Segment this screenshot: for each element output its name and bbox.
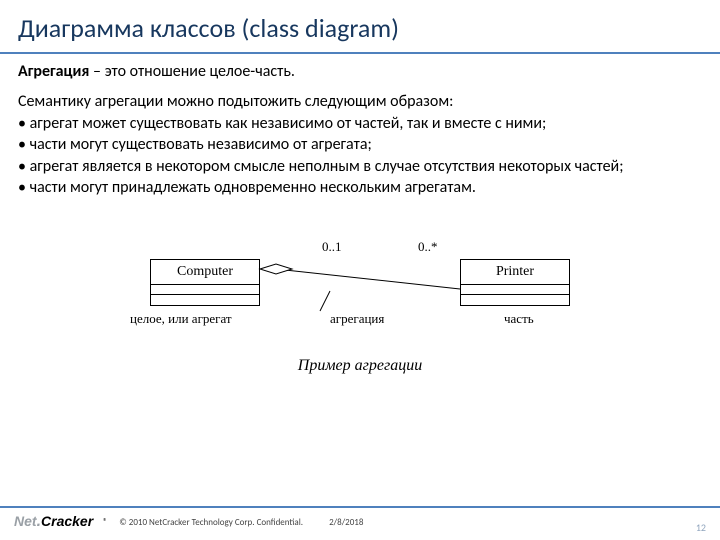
multiplicity-right: 0..* bbox=[418, 239, 438, 255]
class-name-left: Computer bbox=[151, 260, 259, 285]
body-bullet-2: • части могут существовать независимо от… bbox=[18, 134, 702, 156]
class-box-computer: Computer bbox=[150, 259, 260, 306]
body-intro: Семантику агрегации можно подытожить сле… bbox=[18, 91, 702, 113]
body-bullet-3: • агрегат является в некотором смысле не… bbox=[18, 156, 702, 178]
role-label-right: часть bbox=[504, 311, 534, 327]
registered-mark: ® bbox=[103, 517, 107, 527]
slide-title: Диаграмма классов (class diagram) bbox=[0, 0, 720, 52]
body-text: Семантику агрегации можно подытожить сле… bbox=[18, 91, 702, 199]
copyright: © 2010 NetCracker Technology Corp. Confi… bbox=[119, 517, 303, 528]
body-bullet-1: • агрегат может существовать как независ… bbox=[18, 113, 702, 135]
body-bullet-4: • части могут принадлежать одновременно … bbox=[18, 177, 702, 199]
definition-line: Агрегация – это отношение целое-часть. bbox=[18, 62, 702, 81]
footer-rule bbox=[0, 506, 720, 508]
diagram-caption: Пример агрегации bbox=[130, 357, 590, 375]
logo: Net.Cracker bbox=[14, 513, 93, 531]
content-area: Агрегация – это отношение целое-часть. С… bbox=[0, 62, 720, 399]
multiplicity-left: 0..1 bbox=[322, 239, 342, 255]
page-number: 12 bbox=[696, 521, 706, 534]
class-op-left bbox=[151, 295, 259, 305]
class-box-printer: Printer bbox=[460, 259, 570, 306]
footer-date: 2/8/2018 bbox=[329, 517, 363, 528]
class-attr-left bbox=[151, 285, 259, 295]
class-op-right bbox=[461, 295, 569, 305]
footer: Net.Cracker ® © 2010 NetCracker Technolo… bbox=[0, 510, 720, 534]
role-label-left: целое, или агрегат bbox=[130, 311, 232, 327]
role-label-mid: агрегация bbox=[330, 311, 384, 327]
aggregation-diagram: 0..1 0..* Computer Printer целое, или аг… bbox=[130, 239, 590, 399]
definition-term: Агрегация bbox=[18, 62, 89, 81]
class-name-right: Printer bbox=[461, 260, 569, 285]
definition-rest: – это отношение целое-часть. bbox=[89, 62, 295, 81]
logo-cracker: Cracker bbox=[41, 513, 93, 529]
class-attr-right bbox=[461, 285, 569, 295]
logo-net: Net bbox=[14, 513, 37, 529]
title-rule bbox=[0, 52, 720, 54]
